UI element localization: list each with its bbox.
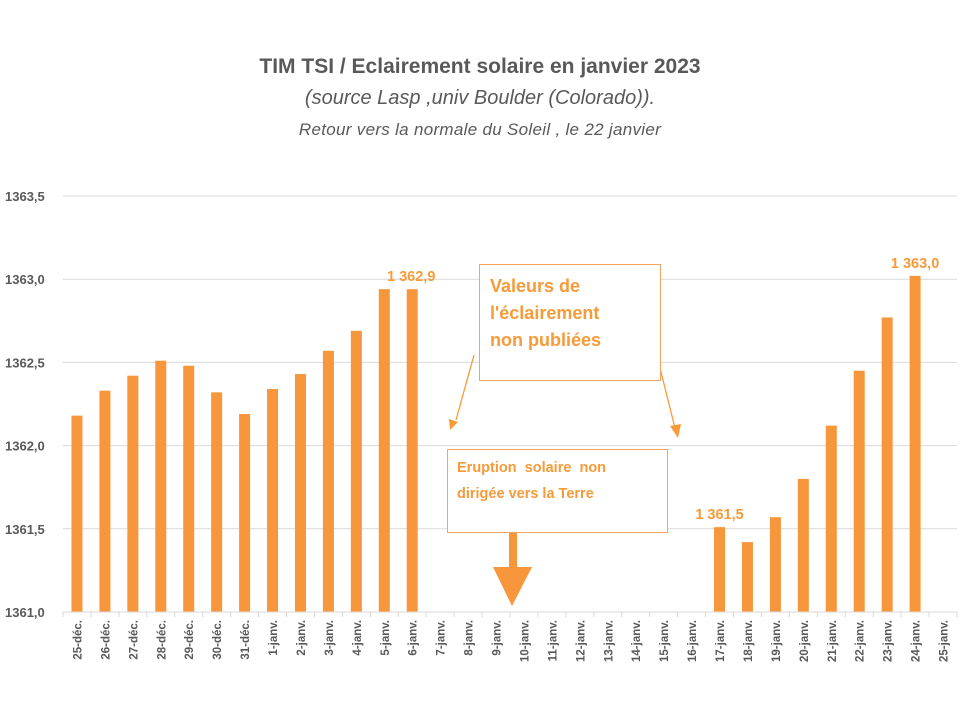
x-tick-label: 18-janv. xyxy=(743,620,755,662)
x-tick-label: 9-janv. xyxy=(492,620,504,656)
bar xyxy=(350,330,362,612)
x-tick-label: 25-janv. xyxy=(939,620,951,662)
data-label: 1 362,9 xyxy=(387,269,435,285)
annotation-line: dirigée vers la Terre xyxy=(457,486,594,502)
bar xyxy=(909,275,921,612)
x-tick-label: 16-janv. xyxy=(687,620,699,662)
x-tick-label: 14-janv. xyxy=(631,620,643,662)
data-label: 1 361,5 xyxy=(695,507,743,523)
x-tick-label: 20-janv. xyxy=(799,620,811,662)
bar xyxy=(127,375,139,612)
x-tick-label: 26-déc. xyxy=(100,620,112,660)
x-tick-label: 2-janv. xyxy=(296,620,308,656)
x-axis-labels: 25-déc. 26-déc. 27-déc. 28-déc. 29-déc. 30-dé… xyxy=(72,620,950,662)
eruption-arrow-shaft xyxy=(509,533,517,569)
x-tick-label: 13-janv. xyxy=(603,620,615,662)
data-labels: 1 362,9 1 361,5 1 363,0 xyxy=(387,256,939,523)
annotation-line: Valeurs de xyxy=(490,276,581,296)
data-label: 1 363,0 xyxy=(891,256,939,272)
y-tick-label: 1361,5 xyxy=(5,522,45,537)
x-tick-label: 1-janv. xyxy=(268,620,280,656)
bar xyxy=(294,374,306,612)
bar xyxy=(183,365,195,612)
bar xyxy=(71,415,83,612)
x-tick-label: 5-janv. xyxy=(380,620,392,656)
bar xyxy=(797,478,809,612)
x-tick-label: 29-déc. xyxy=(184,620,196,660)
annotation-line: non publiées xyxy=(490,330,602,350)
y-tick-label: 1361,0 xyxy=(5,605,45,620)
x-tick-label: 7-janv. xyxy=(436,620,448,656)
bar xyxy=(853,370,865,612)
chart-source: (source Lasp ,univ Boulder (Colorado)). xyxy=(304,87,656,109)
bars xyxy=(71,275,921,612)
annotation-solar-eruption: Eruption solaire non dirigée vers la Ter… xyxy=(447,449,668,533)
x-tick-label: 17-janv. xyxy=(715,620,727,662)
annotation-line: Eruption solaire non xyxy=(457,460,607,476)
bar xyxy=(769,517,781,612)
x-tick-label: 30-déc. xyxy=(212,620,224,660)
x-tick-label: 10-janv. xyxy=(519,620,531,662)
bar xyxy=(322,350,334,612)
bar xyxy=(741,542,753,612)
chart-title: TIM TSI / Eclairement solaire en janvier… xyxy=(259,55,701,78)
y-tick-label: 1362,5 xyxy=(5,355,45,370)
x-tick-label: 12-janv. xyxy=(575,620,587,662)
arrow-left-head-icon xyxy=(449,419,458,430)
bar xyxy=(881,317,893,612)
bar xyxy=(211,392,223,612)
bar xyxy=(378,289,390,612)
bar xyxy=(714,527,726,612)
bar xyxy=(155,360,167,612)
x-tick-label: 11-janv. xyxy=(547,620,559,661)
x-tick-label: 19-janv. xyxy=(771,620,783,662)
bar xyxy=(239,413,251,612)
arrow-left-line xyxy=(455,354,475,421)
x-tick-label: 4-janv. xyxy=(352,620,364,656)
bar xyxy=(825,425,837,612)
y-tick-label: 1363,5 xyxy=(5,189,45,204)
x-tick-label: 23-janv. xyxy=(883,620,895,662)
x-tick-label: 24-janv. xyxy=(911,620,923,662)
bar xyxy=(406,289,418,612)
bar xyxy=(99,390,111,612)
x-tick-label: 22-janv. xyxy=(855,620,867,662)
x-tick-label: 31-déc. xyxy=(240,620,252,660)
x-tick-label: 15-janv. xyxy=(659,620,671,662)
x-axis xyxy=(62,611,958,617)
bar xyxy=(267,389,279,612)
annotation-arrows xyxy=(449,354,681,606)
x-tick-label: 27-déc. xyxy=(128,620,140,660)
eruption-arrow-head-icon xyxy=(493,567,532,606)
x-tick-label: 3-janv. xyxy=(324,620,336,656)
x-tick-label: 8-janv. xyxy=(464,620,476,656)
chart-subtitle: Retour vers la normale du Soleil , le 22… xyxy=(298,120,662,139)
annotation-unpublished-values: Valeurs de l'éclairement non publiées xyxy=(479,264,661,381)
y-tick-label: 1362,0 xyxy=(5,439,45,454)
x-tick-label: 6-janv. xyxy=(408,620,420,656)
y-axis-labels: 1361,0 1361,5 1362,0 1362,5 1363,0 1363,5 xyxy=(5,189,45,620)
y-tick-label: 1363,0 xyxy=(5,272,45,287)
x-tick-label: 28-déc. xyxy=(156,620,168,660)
arrow-right-head-icon xyxy=(670,424,681,438)
x-tick-label: 21-janv. xyxy=(827,620,839,662)
annotation-line: l'éclairement xyxy=(490,303,600,323)
x-tick-label: 25-déc. xyxy=(72,620,84,660)
